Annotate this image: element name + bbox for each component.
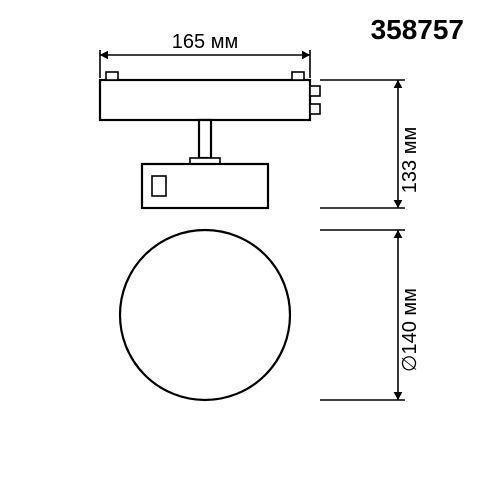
technical-drawing: 165 мм 133 мм ∅140 мм [0, 0, 500, 500]
height-dim-label: 133 мм [399, 127, 421, 193]
diameter-dim-label: ∅140 мм [399, 288, 421, 372]
product-code: 358757 [371, 14, 464, 46]
width-dim-label: 165 мм [172, 31, 238, 53]
